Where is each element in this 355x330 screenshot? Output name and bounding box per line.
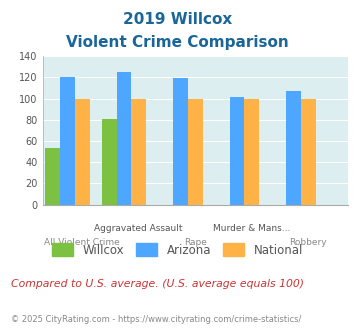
Bar — [45, 148, 60, 205]
Text: Aggravated Assault: Aggravated Assault — [94, 224, 183, 233]
Bar — [131, 99, 146, 205]
Text: © 2025 CityRating.com - https://www.cityrating.com/crime-statistics/: © 2025 CityRating.com - https://www.city… — [11, 315, 301, 324]
Text: All Violent Crime: All Violent Crime — [44, 238, 120, 247]
Bar — [230, 97, 245, 205]
Text: 2019 Willcox: 2019 Willcox — [123, 12, 232, 26]
Text: Compared to U.S. average. (U.S. average equals 100): Compared to U.S. average. (U.S. average … — [11, 279, 304, 289]
Bar — [173, 78, 188, 205]
Bar — [301, 99, 316, 205]
Bar — [188, 99, 203, 205]
Bar — [60, 77, 75, 205]
Bar — [117, 72, 131, 205]
Bar — [245, 99, 259, 205]
Bar — [75, 99, 89, 205]
Text: Murder & Mans...: Murder & Mans... — [213, 224, 290, 233]
Bar — [102, 119, 117, 205]
Bar — [286, 91, 301, 205]
Legend: Willcox, Arizona, National: Willcox, Arizona, National — [47, 239, 308, 261]
Text: Robbery: Robbery — [290, 238, 327, 247]
Text: Violent Crime Comparison: Violent Crime Comparison — [66, 35, 289, 50]
Text: Rape: Rape — [184, 238, 207, 247]
